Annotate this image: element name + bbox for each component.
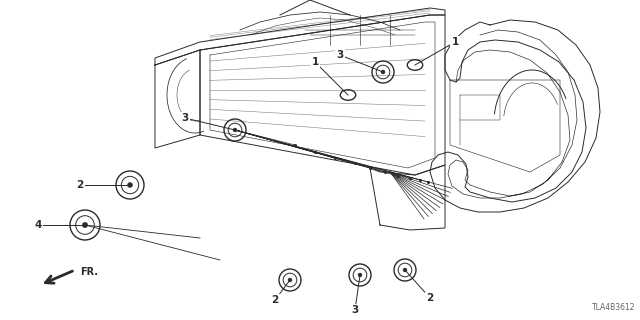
- Text: TLA4B3612: TLA4B3612: [591, 303, 635, 312]
- Text: FR.: FR.: [80, 267, 98, 277]
- Circle shape: [116, 171, 144, 199]
- Text: 1: 1: [451, 37, 459, 47]
- Text: 2: 2: [426, 293, 434, 303]
- Ellipse shape: [407, 60, 422, 70]
- Circle shape: [349, 264, 371, 286]
- Circle shape: [372, 61, 394, 83]
- Circle shape: [224, 119, 246, 141]
- Text: 3: 3: [337, 50, 344, 60]
- Circle shape: [403, 268, 407, 272]
- Circle shape: [288, 278, 292, 282]
- Text: 2: 2: [76, 180, 84, 190]
- Circle shape: [127, 182, 132, 188]
- Ellipse shape: [340, 90, 356, 100]
- Circle shape: [394, 259, 416, 281]
- Text: 4: 4: [35, 220, 42, 230]
- Text: 1: 1: [312, 57, 319, 67]
- Circle shape: [233, 128, 237, 132]
- Circle shape: [70, 210, 100, 240]
- Text: 3: 3: [181, 113, 189, 123]
- Circle shape: [279, 269, 301, 291]
- Text: 2: 2: [271, 295, 278, 305]
- Circle shape: [358, 273, 362, 277]
- Text: 3: 3: [351, 305, 358, 315]
- Circle shape: [381, 70, 385, 74]
- Circle shape: [83, 222, 88, 228]
